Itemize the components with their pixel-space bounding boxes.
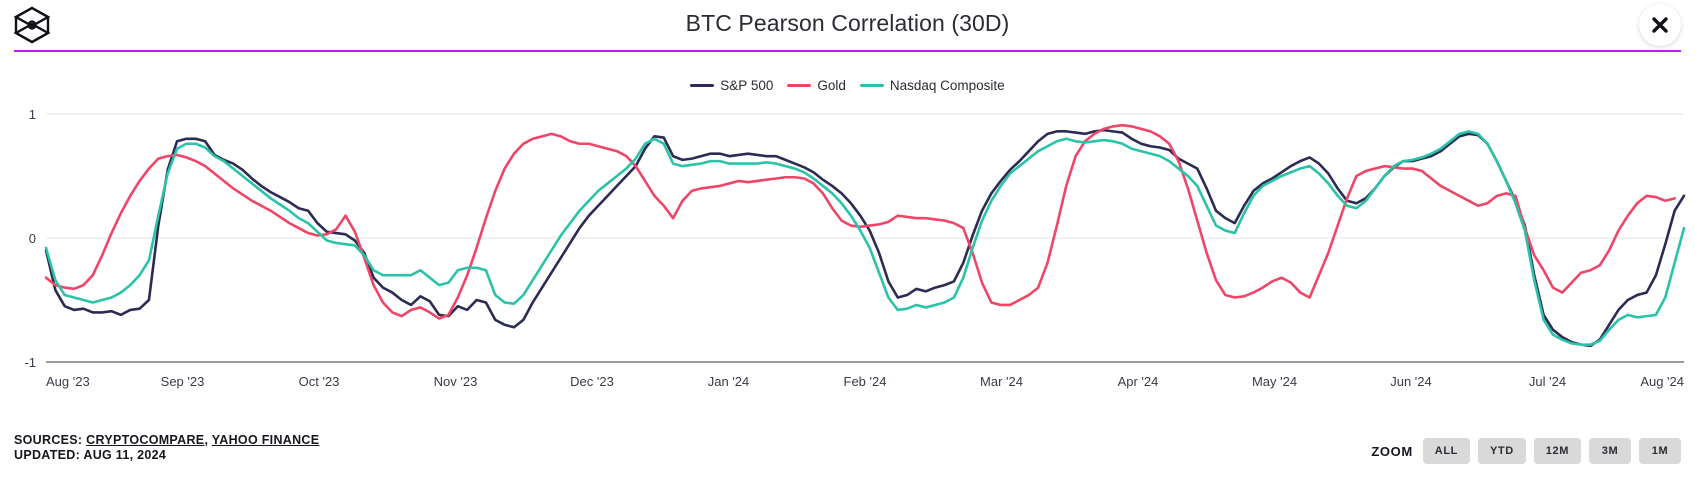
- source-link-yahoo-finance[interactable]: YAHOO FINANCE: [211, 433, 320, 447]
- zoom-label: ZOOM: [1371, 443, 1413, 459]
- sources-separator: ,: [204, 433, 209, 447]
- updated-line: UPDATED: AUG 11, 2024: [14, 448, 167, 462]
- x-axis-tick-label: Dec '23: [570, 374, 614, 389]
- legend-label-nasdaq: Nasdaq Composite: [889, 78, 1005, 93]
- x-axis-tick-label: Jun '24: [1390, 374, 1432, 389]
- chart-plot-area: 1 0 -1 Aug '23 Sep '23 Oct '23 Nov '23 Dec '23 J…: [0, 100, 1695, 410]
- x-axis-tick-label: Jan '24: [708, 374, 750, 389]
- x-axis-tick-label: Feb '24: [844, 374, 887, 389]
- x-axis-tick-label: Jul '24: [1529, 374, 1566, 389]
- legend-swatch-gold: [787, 84, 812, 87]
- close-button[interactable]: [1639, 4, 1681, 46]
- y-axis-tick-label: 1: [29, 107, 36, 122]
- x-axis-tick-label: Oct '23: [299, 374, 340, 389]
- x-axis-tick-label: Sep '23: [161, 374, 205, 389]
- y-axis-tick-label: 0: [29, 231, 36, 246]
- page-title: BTC Pearson Correlation (30D): [685, 10, 1010, 36]
- sources-line: SOURCES: CRYPTOCOMPARE, YAHOO FINANCE: [14, 432, 319, 448]
- legend-item-gold[interactable]: Gold: [787, 78, 846, 93]
- zoom-button-all[interactable]: ALL: [1422, 438, 1470, 464]
- chart-legend: S&P 500 Gold Nasdaq Composite: [0, 78, 1695, 93]
- zoom-button-12m[interactable]: 12M: [1533, 438, 1581, 464]
- accent-divider: [14, 50, 1681, 52]
- legend-item-sp500[interactable]: S&P 500: [690, 78, 773, 93]
- legend-swatch-sp500: [690, 84, 715, 87]
- legend-label-gold: Gold: [817, 78, 846, 93]
- close-icon: [1650, 15, 1670, 35]
- series-line-nasdaq: [44, 130, 1686, 346]
- x-axis-tick-label: Apr '24: [1118, 374, 1159, 389]
- sources-prefix: SOURCES:: [14, 433, 83, 447]
- x-axis-tick-label: Aug '23: [46, 374, 90, 389]
- series-line-gold: [44, 123, 1676, 320]
- x-axis-tick-label: Mar '24: [980, 374, 1023, 389]
- zoom-button-3m[interactable]: 3M: [1589, 438, 1631, 464]
- chart-header: BTC Pearson Correlation (30D): [0, 0, 1695, 52]
- correlation-line-chart[interactable]: 1 0 -1 Aug '23 Sep '23 Oct '23 Nov '23 Dec '23 J…: [0, 100, 1695, 410]
- legend-label-sp500: S&P 500: [720, 78, 774, 93]
- x-axis-tick-label: May '24: [1252, 374, 1297, 389]
- chart-footer: SOURCES: CRYPTOCOMPARE, YAHOO FINANCE UP…: [0, 420, 1695, 488]
- legend-item-nasdaq[interactable]: Nasdaq Composite: [859, 78, 1005, 93]
- zoom-controls: ZOOM ALL YTD 12M 3M 1M: [1371, 438, 1681, 464]
- y-axis-tick-label: -1: [24, 355, 36, 370]
- cube-logo-icon: [12, 5, 52, 45]
- legend-swatch-nasdaq: [859, 84, 884, 87]
- source-link-cryptocompare[interactable]: CRYPTOCOMPARE: [86, 433, 205, 447]
- zoom-button-1m[interactable]: 1M: [1639, 438, 1681, 464]
- x-axis-tick-label: Aug '24: [1640, 374, 1684, 389]
- x-axis-tick-label: Nov '23: [434, 374, 478, 389]
- zoom-button-ytd[interactable]: YTD: [1477, 438, 1526, 464]
